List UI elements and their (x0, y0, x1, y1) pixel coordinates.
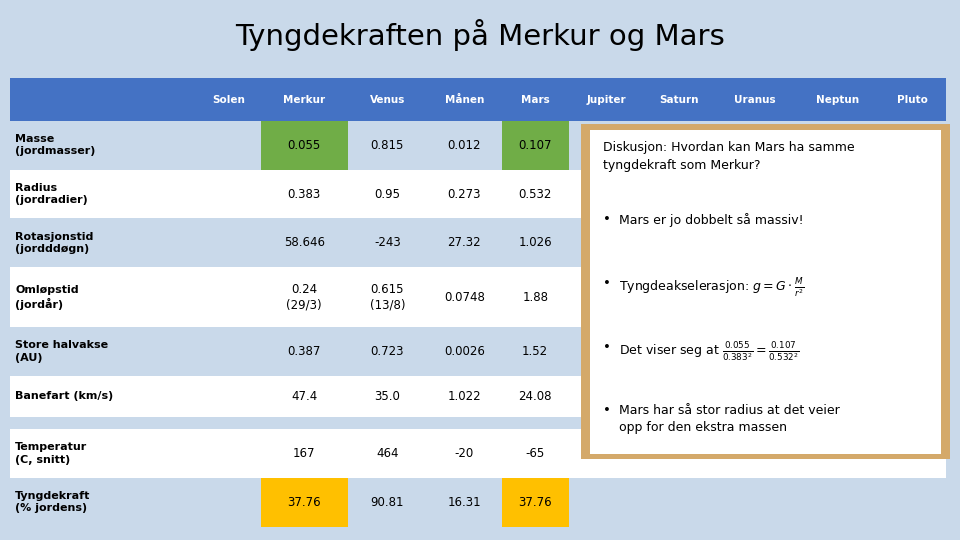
Text: 0.273: 0.273 (447, 187, 481, 200)
Text: 0.107: 0.107 (518, 139, 552, 152)
Text: Pluto: Pluto (897, 94, 927, 105)
Text: Omløpstid
(jordår): Omløpstid (jordår) (15, 285, 79, 310)
Text: Neptun: Neptun (816, 94, 859, 105)
Text: Merkur: Merkur (283, 94, 325, 105)
Text: Jupiter: Jupiter (587, 94, 626, 105)
Text: Det viser seg at $\frac{0.055}{0.383^2} = \frac{0.107}{0.532^2}$: Det viser seg at $\frac{0.055}{0.383^2} … (619, 341, 800, 364)
Text: •: • (603, 341, 611, 354)
Text: 0.723: 0.723 (371, 345, 404, 358)
Text: 35.0: 35.0 (374, 390, 400, 403)
Text: Uranus: Uranus (734, 94, 776, 105)
Text: Diskusjon: Hvordan kan Mars ha samme
tyngdekraft som Merkur?: Diskusjon: Hvordan kan Mars ha samme tyn… (603, 141, 854, 172)
Text: 167: 167 (293, 447, 316, 460)
Text: Saturn: Saturn (660, 94, 699, 105)
Text: Solen: Solen (212, 94, 246, 105)
Text: 1.022: 1.022 (447, 390, 481, 403)
Text: Radius
(jordradier): Radius (jordradier) (15, 183, 88, 205)
Text: Store halvakse
(AU): Store halvakse (AU) (15, 340, 108, 363)
Text: 37.76: 37.76 (287, 496, 321, 509)
Text: Masse
(jordmasser): Masse (jordmasser) (15, 134, 96, 157)
Text: 58.646: 58.646 (284, 237, 324, 249)
Text: •: • (603, 277, 611, 290)
Text: 0.0026: 0.0026 (444, 345, 485, 358)
Text: 16.31: 16.31 (447, 496, 481, 509)
Text: 0.0748: 0.0748 (444, 291, 485, 303)
Text: 464: 464 (376, 447, 398, 460)
Text: 0.055: 0.055 (288, 139, 321, 152)
Text: 47.4: 47.4 (291, 390, 318, 403)
Text: 1.88: 1.88 (522, 291, 548, 303)
Text: Venus: Venus (370, 94, 405, 105)
Text: Temperatur
(C, snitt): Temperatur (C, snitt) (15, 442, 87, 464)
Text: Mars har så stor radius at det veier
opp for den ekstra massen: Mars har så stor radius at det veier opp… (619, 404, 840, 434)
Text: Mars: Mars (521, 94, 549, 105)
Text: Tyngdekraften på Merkur og Mars: Tyngdekraften på Merkur og Mars (235, 19, 725, 51)
Text: 0.012: 0.012 (447, 139, 481, 152)
Text: 27.32: 27.32 (447, 237, 481, 249)
Text: 0.387: 0.387 (288, 345, 321, 358)
Text: •: • (603, 404, 611, 417)
Text: 24.08: 24.08 (518, 390, 552, 403)
Text: -20: -20 (455, 447, 474, 460)
Text: Rotasjonstid
(jordddøgn): Rotasjonstid (jordddøgn) (15, 232, 94, 254)
Text: 0.24
(29/3): 0.24 (29/3) (286, 283, 322, 312)
Text: Mars er jo dobbelt så massiv!: Mars er jo dobbelt så massiv! (619, 213, 804, 227)
Text: 0.815: 0.815 (371, 139, 404, 152)
Text: 1.52: 1.52 (522, 345, 548, 358)
Text: Banefart (km/s): Banefart (km/s) (15, 392, 113, 401)
Text: 1.026: 1.026 (518, 237, 552, 249)
Text: 90.81: 90.81 (371, 496, 404, 509)
Text: Månen: Månen (444, 94, 484, 105)
Text: -65: -65 (525, 447, 545, 460)
Text: 0.615
(13/8): 0.615 (13/8) (370, 283, 405, 312)
Text: -243: -243 (373, 237, 400, 249)
Text: 0.532: 0.532 (518, 187, 552, 200)
Text: 0.95: 0.95 (374, 187, 400, 200)
Text: 0.383: 0.383 (288, 187, 321, 200)
Text: 37.76: 37.76 (518, 496, 552, 509)
Text: Tyngdeakselerasjon: $g = G \cdot \frac{M}{r^2}$: Tyngdeakselerasjon: $g = G \cdot \frac{M… (619, 277, 804, 300)
Text: •: • (603, 213, 611, 226)
Text: Tyngdekraft
(% jordens): Tyngdekraft (% jordens) (15, 491, 91, 514)
